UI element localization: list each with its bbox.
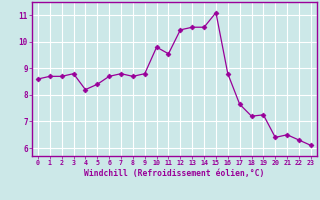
X-axis label: Windchill (Refroidissement éolien,°C): Windchill (Refroidissement éolien,°C) bbox=[84, 169, 265, 178]
